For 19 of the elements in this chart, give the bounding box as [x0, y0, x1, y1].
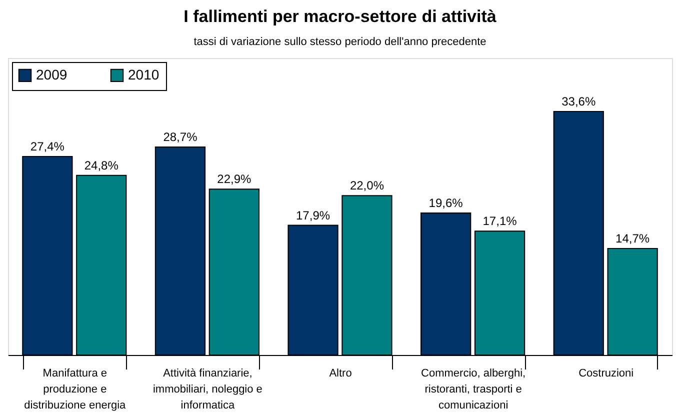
x-tick-label: Altro [329, 368, 352, 380]
chart-title: I fallimenti per macro-settore di attività [184, 7, 497, 26]
x-tick-label: Commercio, alberghi, ristoranti, trasporti e comunicazioni [421, 368, 526, 412]
data-label: 33,6% [562, 94, 596, 109]
data-label: 22,9% [217, 172, 252, 186]
legend-label: 2010 [128, 66, 160, 82]
x-tick-label: Attività finanziarie, immobiliari, noleggio e informatica [152, 368, 262, 412]
data-label: 24,8% [84, 158, 119, 172]
chart-subtitle: tassi di variazione sullo stesso periodo dell'anno precedente [194, 36, 486, 48]
data-label: 27,4% [30, 139, 65, 154]
x-tick-label: Costruzioni [578, 368, 634, 380]
data-label: 17,1% [482, 214, 518, 228]
x-tick-label: Manifattura e produzione e distribuzione energia [24, 368, 127, 412]
data-label: 22,0% [350, 178, 384, 193]
legend-label: 2009 [36, 66, 68, 82]
data-label: 17,9% [296, 208, 330, 222]
data-label: 19,6% [428, 196, 464, 210]
data-label: 14,7% [616, 231, 650, 246]
data-label: 28,7% [163, 130, 198, 144]
